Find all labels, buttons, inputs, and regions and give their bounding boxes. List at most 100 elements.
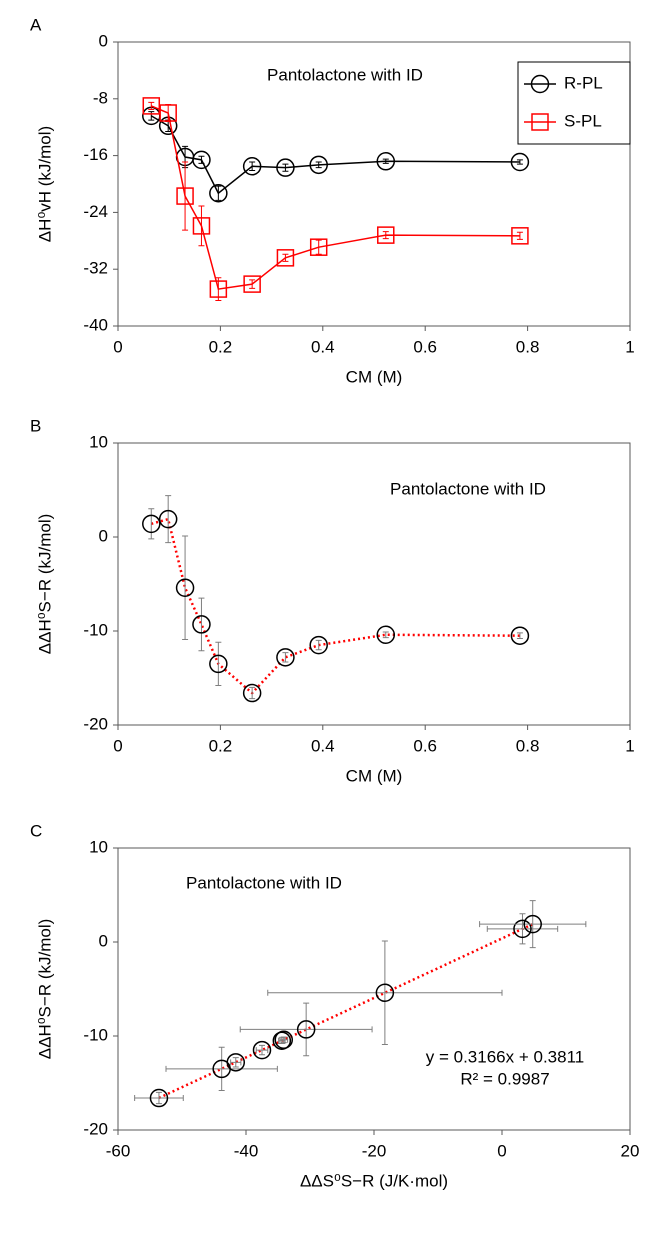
- data-point: [309, 155, 328, 175]
- error-bar: [182, 161, 189, 231]
- trendline: [158, 922, 534, 1100]
- x-axis-label: CM (M): [346, 766, 403, 785]
- error-bar: [215, 185, 222, 201]
- x-tick-label: 0.8: [516, 736, 540, 755]
- data-point: [192, 217, 211, 235]
- error-bar: [315, 161, 322, 169]
- x-error-bar: [278, 1037, 286, 1044]
- data-point: [242, 157, 262, 176]
- panel-label: A: [30, 15, 42, 34]
- x-axis-label: ΔΔS⁰S−R (J/K·mol): [300, 1171, 448, 1190]
- error-bar: [382, 631, 389, 639]
- x-tick-label: 0.2: [209, 736, 233, 755]
- annotation: Pantolactone with ID: [267, 65, 423, 84]
- fit-r2: R² = 0.9987: [460, 1069, 549, 1088]
- data-point: [243, 275, 261, 293]
- plot-frame: [117, 442, 631, 726]
- x-error-bar: [267, 989, 503, 996]
- data-point: [376, 625, 396, 645]
- plot-frame: [117, 41, 631, 327]
- panel-label: B: [30, 416, 41, 435]
- y-tick-label: -8: [93, 88, 108, 107]
- error-bar: [382, 231, 389, 240]
- annotation: Pantolactone with ID: [186, 873, 342, 892]
- x-tick-label: 20: [621, 1141, 640, 1160]
- x-axis-label: CM (M): [346, 367, 403, 386]
- error-bar: [165, 103, 172, 123]
- data-point: [276, 648, 295, 667]
- error-bar: [516, 159, 523, 165]
- data-point: [309, 238, 328, 256]
- y-axis-label: ΔΔH⁰S−R (kJ/mol): [35, 514, 54, 655]
- x-error-bar: [134, 1095, 184, 1102]
- error-bar: [516, 231, 523, 240]
- error-bar: [315, 639, 322, 651]
- data-point: [209, 280, 228, 298]
- data-point: [377, 226, 395, 244]
- error-bar: [315, 239, 322, 255]
- error-bar: [148, 111, 155, 121]
- error-bar: [382, 158, 389, 164]
- data-point: [159, 104, 177, 122]
- x-error-bar: [230, 1059, 242, 1066]
- x-tick-label: 0.6: [413, 736, 437, 755]
- y-tick-label: -16: [83, 145, 108, 164]
- legend-label: S-PL: [564, 111, 602, 130]
- error-bar: [282, 163, 289, 172]
- data-point: [296, 1020, 316, 1039]
- data-point: [176, 187, 194, 205]
- x-tick-label: 0.2: [209, 337, 233, 356]
- error-bar: [249, 279, 256, 289]
- y-tick-label: -20: [83, 1119, 108, 1138]
- legend-marker: [530, 74, 550, 94]
- data-point: [276, 158, 295, 177]
- x-tick-label: -20: [362, 1141, 387, 1160]
- x-tick-label: 1: [625, 337, 634, 356]
- data-point: [272, 1031, 292, 1050]
- data-point: [252, 1040, 272, 1060]
- error-bar: [516, 632, 523, 640]
- data-point: [511, 227, 529, 245]
- series-line: [150, 517, 520, 695]
- y-tick-label: -20: [83, 714, 108, 733]
- x-tick-label: 0: [113, 736, 122, 755]
- error-bar: [198, 205, 205, 247]
- x-tick-label: 0.4: [311, 736, 335, 755]
- error-bar: [182, 535, 189, 640]
- data-point: [209, 183, 228, 203]
- x-tick-label: 0.6: [413, 337, 437, 356]
- data-point: [192, 615, 211, 634]
- x-error-bar: [255, 1047, 269, 1054]
- data-point: [142, 514, 161, 534]
- series-line: [150, 115, 520, 195]
- error-bar: [282, 253, 289, 262]
- x-tick-label: 0: [113, 337, 122, 356]
- error-bar: [249, 161, 256, 172]
- y-tick-label: 0: [99, 31, 108, 50]
- data-point: [149, 1088, 169, 1108]
- x-error-bar: [479, 921, 587, 928]
- y-tick-label: -32: [83, 259, 108, 278]
- x-error-bar: [239, 1026, 373, 1033]
- data-point: [510, 626, 530, 645]
- error-bar: [215, 641, 222, 687]
- data-point: [276, 249, 295, 267]
- y-tick-label: 0: [99, 931, 108, 950]
- x-tick-label: -40: [234, 1141, 259, 1160]
- data-point: [192, 150, 211, 170]
- x-tick-label: 1: [625, 736, 634, 755]
- x-tick-label: -60: [106, 1141, 131, 1160]
- data-point: [523, 914, 542, 934]
- x-tick-label: 0: [497, 1141, 506, 1160]
- y-tick-label: -10: [83, 620, 108, 639]
- data-point: [376, 152, 396, 171]
- y-tick-label: -40: [83, 315, 108, 334]
- data-point: [158, 509, 178, 529]
- y-tick-label: -10: [83, 1025, 108, 1044]
- y-axis-label: ΔΔH⁰S−R (kJ/mol): [35, 919, 54, 1060]
- data-point: [510, 152, 530, 172]
- error-bar: [198, 597, 205, 652]
- data-point: [375, 983, 395, 1003]
- series-line: [150, 105, 520, 290]
